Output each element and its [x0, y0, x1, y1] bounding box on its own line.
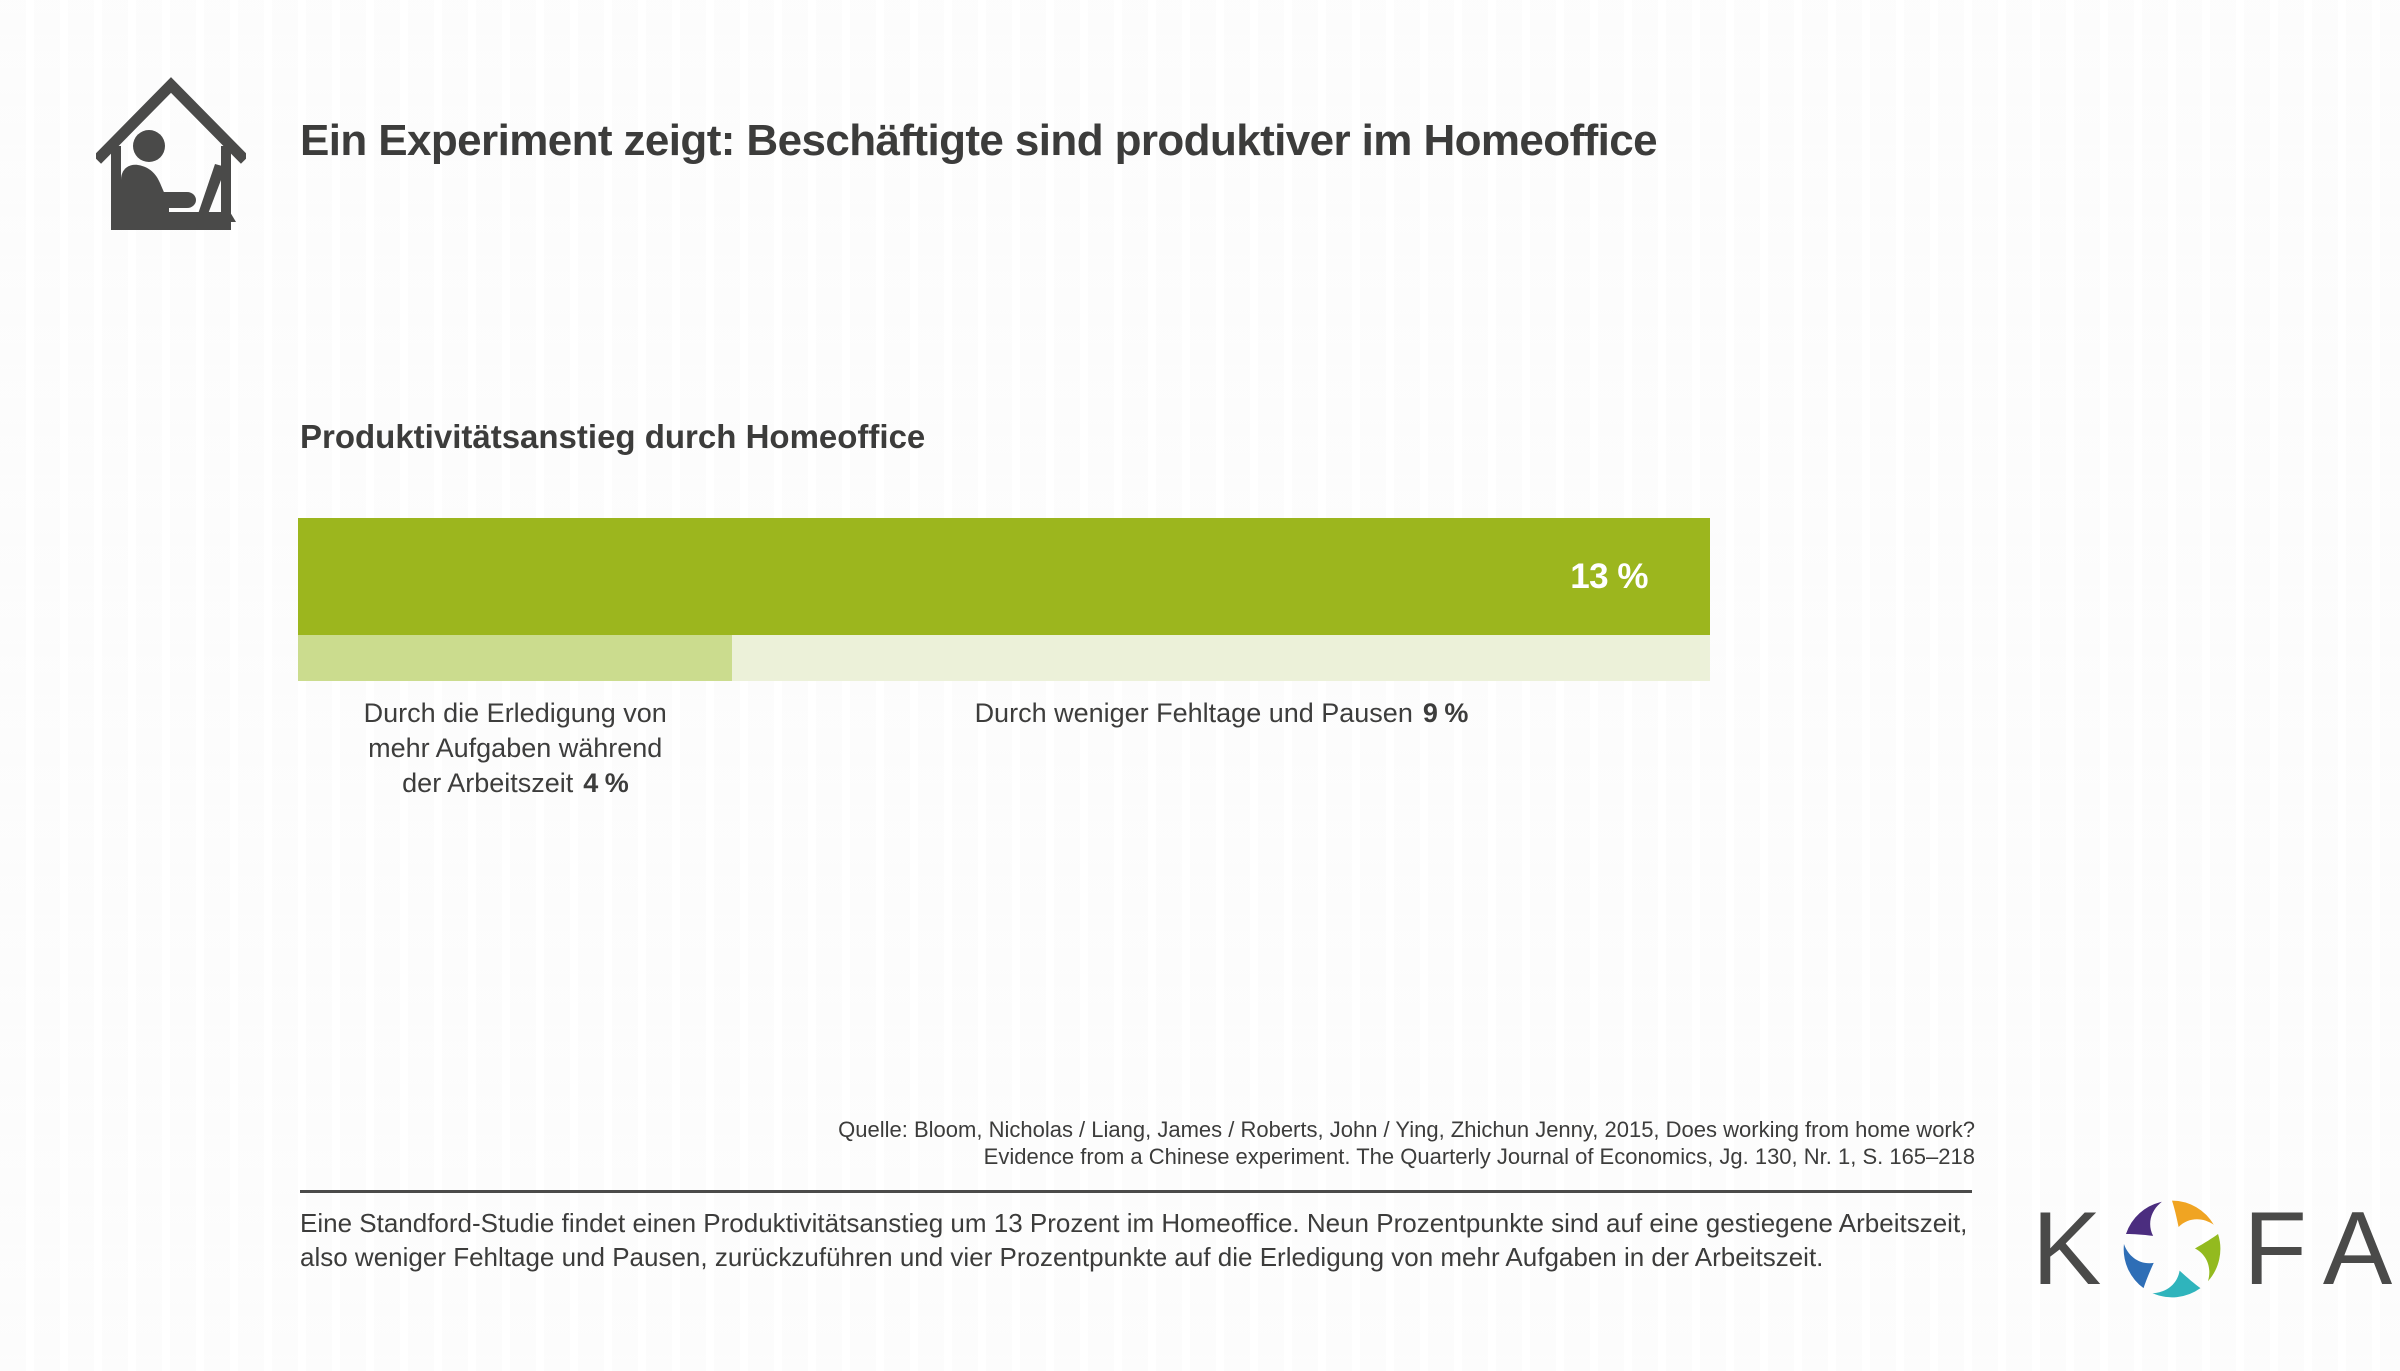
chart-title: Produktivitätsanstieg durch Homeoffice	[300, 418, 926, 455]
total-bar: 13 %	[298, 518, 1710, 635]
value-9-percent: 9 %	[1422, 698, 1469, 728]
logo-letter-a: A	[2322, 1191, 2393, 1307]
footer-description: Eine Standford-Studie findet einen Produ…	[300, 1206, 1967, 1274]
total-bar-value-label: 13 %	[1570, 556, 1648, 596]
footer-description-line1: Eine Standford-Studie findet einen Produ…	[300, 1208, 1968, 1238]
label-more-tasks-line1: Durch die Erledigung von	[363, 698, 667, 728]
source-line-2: Evidence from a Chinese experiment. The …	[983, 1144, 1975, 1169]
label-fewer-absences: Durch weniger Fehltage und Pausen 9 %	[732, 696, 1710, 801]
label-more-tasks-line3: der Arbeitszeit 4 %	[402, 768, 629, 798]
segment-labels: Durch die Erledigung von mehr Aufgaben w…	[298, 696, 1710, 801]
footer-divider	[300, 1190, 1972, 1193]
home-office-icon	[93, 76, 249, 239]
segment-more-tasks	[298, 635, 733, 681]
page-title: Ein Experiment zeigt: Beschäftigte sind …	[300, 116, 1658, 165]
house-person-laptop-icon	[93, 77, 249, 230]
source-line-1: Quelle: Bloom, Nicholas / Liang, James /…	[838, 1117, 1975, 1142]
value-4-percent: 4 %	[583, 768, 629, 798]
kofa-logo: K F A	[2032, 1194, 2392, 1304]
logo-letter-k: K	[2032, 1191, 2102, 1307]
label-fewer-absences-text: Durch weniger Fehltage und Pausen 9 %	[974, 698, 1469, 728]
kofa-aperture-icon	[2124, 1200, 2221, 1298]
logo-letter-f: F	[2243, 1191, 2307, 1307]
segment-fewer-absences	[732, 635, 1710, 681]
bar-chart: 13 % Durch die Erledigung von mehr Aufga…	[298, 518, 1710, 801]
label-more-tasks: Durch die Erledigung von mehr Aufgaben w…	[298, 696, 732, 801]
segment-bar	[298, 635, 1710, 681]
footer-description-line2: also weniger Fehltage und Pausen, zurück…	[300, 1242, 1824, 1272]
source-citation: Quelle: Bloom, Nicholas / Liang, James /…	[838, 1116, 1975, 1170]
label-more-tasks-line2: mehr Aufgaben während	[368, 733, 663, 763]
